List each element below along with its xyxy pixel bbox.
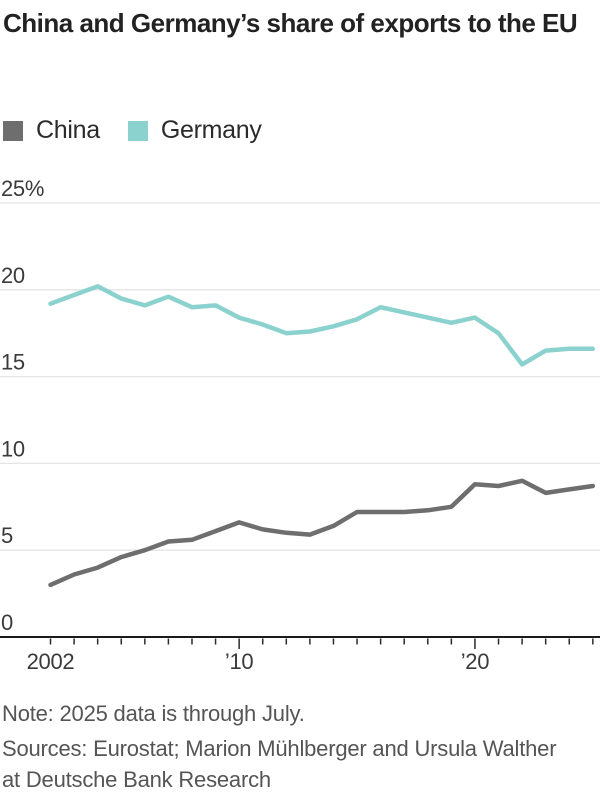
- legend-swatch-china: [3, 120, 23, 141]
- legend-label-germany: Germany: [160, 116, 262, 144]
- legend-item-china: China: [3, 116, 100, 145]
- source-text: Sources: Eurostat; Marion Mühlberger and…: [2, 736, 557, 792]
- series-line-china: [48, 478, 596, 588]
- line-chart: 0 5 10 15 20 25% 2002 ’10 ’20: [0, 176, 600, 674]
- x-tick-label: 2002: [27, 649, 75, 674]
- note-text: Note: 2025 data is through July.: [2, 701, 305, 726]
- chart-title: China and Germany’s share of exports to …: [3, 8, 578, 38]
- y-tick-label: 0: [1, 610, 13, 635]
- chart-footnotes: Note: 2025 data is through July. Sources…: [2, 698, 564, 795]
- x-tick-label: ’10: [225, 649, 254, 674]
- y-tick-label: 15: [1, 350, 25, 375]
- legend-item-germany: Germany: [127, 116, 262, 145]
- legend-swatch-germany: [127, 120, 148, 141]
- x-tick-label: ’20: [461, 649, 490, 674]
- chart-legend: China Germany: [3, 116, 290, 145]
- legend-label-china: China: [36, 116, 100, 144]
- y-tick-label: 25%: [1, 176, 44, 201]
- y-tick-label: 10: [1, 436, 25, 461]
- y-tick-label: 5: [1, 523, 13, 548]
- series-line-germany: [48, 284, 596, 367]
- y-tick-label: 20: [1, 263, 25, 288]
